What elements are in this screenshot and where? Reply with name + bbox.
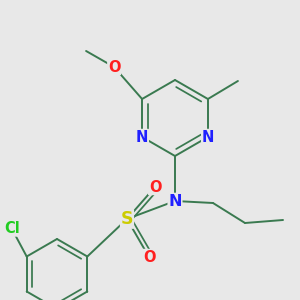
Text: O: O bbox=[143, 250, 155, 265]
Text: O: O bbox=[108, 59, 120, 74]
Text: Cl: Cl bbox=[4, 221, 20, 236]
Text: S: S bbox=[121, 210, 133, 228]
Text: N: N bbox=[202, 130, 214, 145]
Text: N: N bbox=[168, 194, 182, 208]
Text: O: O bbox=[149, 179, 161, 194]
Text: N: N bbox=[136, 130, 148, 145]
